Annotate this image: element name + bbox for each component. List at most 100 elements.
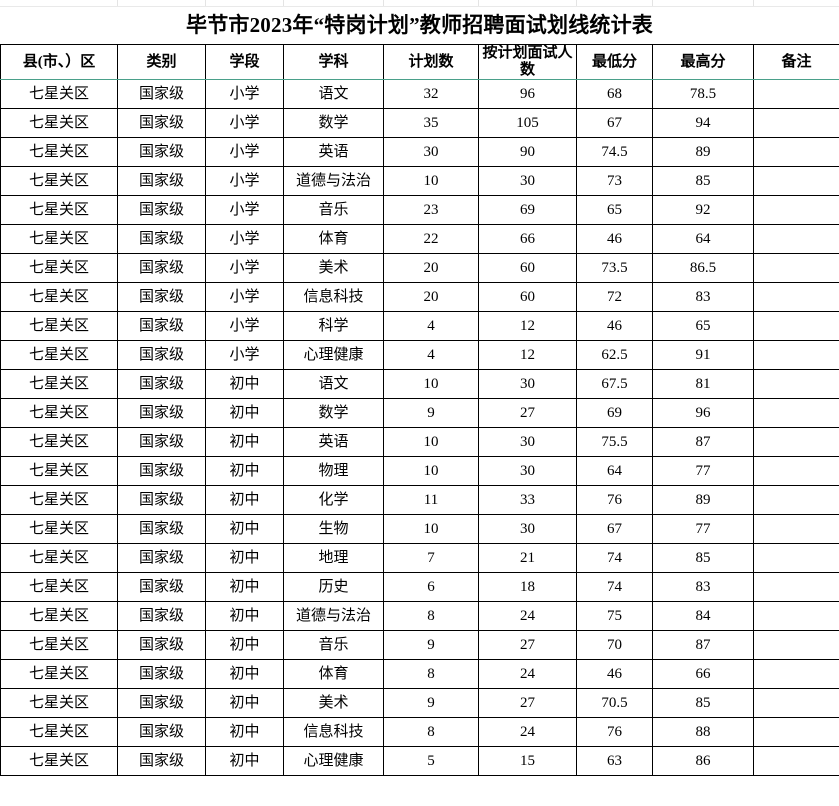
cell-category: 国家级 (117, 485, 206, 515)
page-title: 毕节市2023年“特岗计划”教师招聘面试划线统计表 (186, 13, 653, 37)
cell-stage: 初中 (205, 601, 284, 631)
cell-plan-count: 4 (383, 311, 479, 341)
cell-stage: 小学 (205, 79, 284, 109)
cell-interview-count: 96 (478, 79, 577, 109)
cell-subject: 语文 (283, 79, 384, 109)
cell-min-score: 46 (576, 224, 653, 254)
cell-subject: 心理健康 (283, 340, 384, 370)
cell-district: 七星关区 (0, 137, 118, 167)
cell-max-score: 86 (652, 746, 754, 776)
cell-max-score: 92 (652, 195, 754, 225)
cell-min-score: 75.5 (576, 427, 653, 457)
cell-min-score: 62.5 (576, 340, 653, 370)
table-row: 七星关区 国家级 小学 语文 32 96 68 78.5 (0, 79, 839, 109)
cell-plan-count: 32 (383, 79, 479, 109)
cell-min-score: 68 (576, 79, 653, 109)
cell-category: 国家级 (117, 456, 206, 486)
table-body: 七星关区 国家级 小学 语文 32 96 68 78.5 七星关区 国家级 小学 数学 35 105 67 9… (0, 79, 839, 776)
cell-stage: 小学 (205, 311, 284, 341)
cell-remark (753, 659, 839, 689)
cell-category: 国家级 (117, 659, 206, 689)
cell-stage: 初中 (205, 572, 284, 602)
cell-min-score: 74 (576, 543, 653, 573)
cell-subject: 历史 (283, 572, 384, 602)
table-row: 七星关区 国家级 小学 英语 30 90 74.5 89 (0, 137, 839, 167)
cell-category: 国家级 (117, 311, 206, 341)
spreadsheet-gridlines-strip (0, 0, 839, 7)
cell-min-score: 74.5 (576, 137, 653, 167)
cell-category: 国家级 (117, 427, 206, 457)
cell-min-score: 69 (576, 398, 653, 428)
column-header-category: 类别 (117, 44, 206, 80)
column-header-max-score: 最高分 (652, 44, 754, 80)
cell-remark (753, 746, 839, 776)
column-header-plan-count: 计划数 (383, 44, 479, 80)
cell-stage: 初中 (205, 369, 284, 399)
cell-interview-count: 60 (478, 253, 577, 283)
cell-max-score: 96 (652, 398, 754, 428)
table-row: 七星关区 国家级 初中 信息科技 8 24 76 88 (0, 717, 839, 747)
cell-interview-count: 18 (478, 572, 577, 602)
cell-category: 国家级 (117, 572, 206, 602)
cell-subject: 信息科技 (283, 717, 384, 747)
cell-plan-count: 10 (383, 166, 479, 196)
cell-category: 国家级 (117, 195, 206, 225)
cell-district: 七星关区 (0, 79, 118, 109)
cell-max-score: 85 (652, 688, 754, 718)
cell-max-score: 83 (652, 572, 754, 602)
cell-interview-count: 30 (478, 514, 577, 544)
cell-plan-count: 10 (383, 456, 479, 486)
table-row: 七星关区 国家级 小学 数学 35 105 67 94 (0, 108, 839, 138)
cell-stage: 初中 (205, 688, 284, 718)
cell-interview-count: 12 (478, 311, 577, 341)
table-row: 七星关区 国家级 初中 化学 11 33 76 89 (0, 485, 839, 515)
cell-stage: 初中 (205, 717, 284, 747)
cell-max-score: 64 (652, 224, 754, 254)
cell-interview-count: 66 (478, 224, 577, 254)
cell-stage: 小学 (205, 224, 284, 254)
cell-plan-count: 22 (383, 224, 479, 254)
cell-interview-count: 12 (478, 340, 577, 370)
cell-min-score: 73 (576, 166, 653, 196)
cell-interview-count: 60 (478, 282, 577, 312)
cell-subject: 生物 (283, 514, 384, 544)
column-header-interview-count: 按计划面试人数 (478, 44, 577, 80)
cell-interview-count: 24 (478, 601, 577, 631)
cell-min-score: 46 (576, 311, 653, 341)
cell-subject: 英语 (283, 137, 384, 167)
cell-remark (753, 717, 839, 747)
table-row: 七星关区 国家级 小学 美术 20 60 73.5 86.5 (0, 253, 839, 283)
cell-district: 七星关区 (0, 224, 118, 254)
cell-remark (753, 282, 839, 312)
cell-plan-count: 8 (383, 601, 479, 631)
cell-max-score: 88 (652, 717, 754, 747)
cell-plan-count: 20 (383, 282, 479, 312)
table-row: 七星关区 国家级 初中 历史 6 18 74 83 (0, 572, 839, 602)
cell-max-score: 86.5 (652, 253, 754, 283)
cell-subject: 道德与法治 (283, 601, 384, 631)
cell-min-score: 63 (576, 746, 653, 776)
column-header-stage: 学段 (205, 44, 284, 80)
cell-district: 七星关区 (0, 456, 118, 486)
cell-category: 国家级 (117, 282, 206, 312)
cell-category: 国家级 (117, 717, 206, 747)
cell-stage: 小学 (205, 166, 284, 196)
cell-remark (753, 543, 839, 573)
cell-district: 七星关区 (0, 166, 118, 196)
cell-max-score: 87 (652, 427, 754, 457)
cell-category: 国家级 (117, 108, 206, 138)
cell-stage: 初中 (205, 398, 284, 428)
table-row: 七星关区 国家级 初中 美术 9 27 70.5 85 (0, 688, 839, 718)
cell-plan-count: 8 (383, 659, 479, 689)
column-header-min-score: 最低分 (576, 44, 653, 80)
cell-max-score: 83 (652, 282, 754, 312)
cell-min-score: 65 (576, 195, 653, 225)
cell-stage: 小学 (205, 253, 284, 283)
cell-category: 国家级 (117, 166, 206, 196)
cell-subject: 科学 (283, 311, 384, 341)
cell-district: 七星关区 (0, 543, 118, 573)
cell-district: 七星关区 (0, 311, 118, 341)
cell-district: 七星关区 (0, 369, 118, 399)
cell-category: 国家级 (117, 601, 206, 631)
cell-subject: 心理健康 (283, 746, 384, 776)
